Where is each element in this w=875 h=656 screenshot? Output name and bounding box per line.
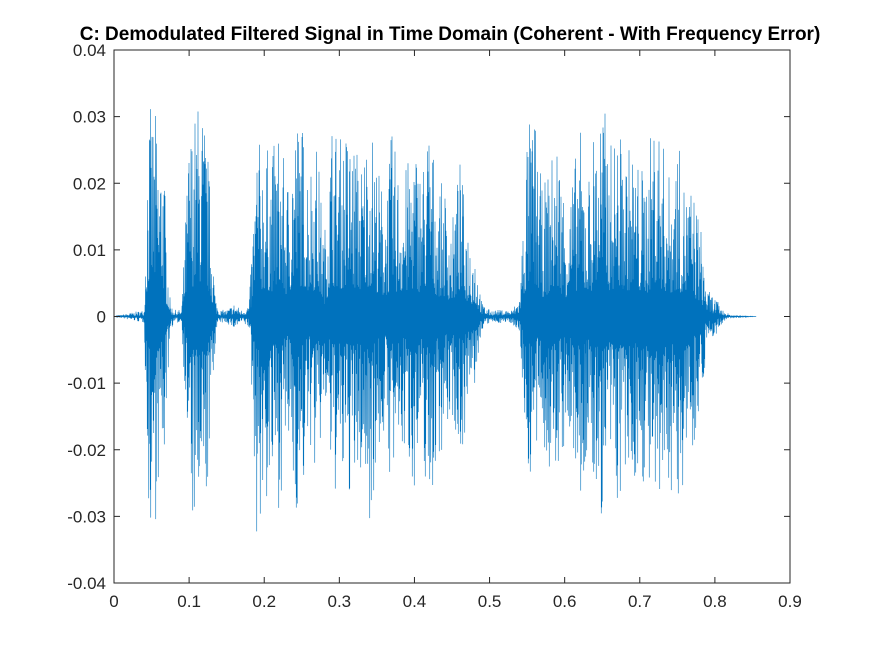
x-tick-label: 0.7 <box>628 592 652 611</box>
y-tick-label: 0.03 <box>73 108 106 127</box>
y-tick-label: -0.01 <box>67 374 106 393</box>
signal-line <box>114 109 757 532</box>
x-axis: 0 0.1 0.2 0.3 0.4 0.5 0.6 0.7 0.8 0.9 <box>109 50 802 611</box>
x-tick-label: 0.4 <box>403 592 427 611</box>
x-tick-label: 0.5 <box>478 592 502 611</box>
x-tick-label: 0.1 <box>177 592 201 611</box>
y-tick-label: -0.02 <box>67 441 106 460</box>
y-tick-label: 0.02 <box>73 174 106 193</box>
y-tick-label: 0.04 <box>73 41 106 60</box>
x-tick-label: 0.2 <box>252 592 276 611</box>
signal-trace <box>114 109 757 532</box>
x-tick-label: 0.9 <box>778 592 802 611</box>
y-tick-label: -0.04 <box>67 574 106 593</box>
y-axis: -0.04 -0.03 -0.02 -0.01 0 0.01 0.02 0.03 0.04 <box>67 41 790 593</box>
x-tick-label: 0.8 <box>703 592 727 611</box>
y-tick-label: -0.03 <box>67 507 106 526</box>
x-tick-label: 0.3 <box>328 592 352 611</box>
plot-area: 0 0.1 0.2 0.3 0.4 0.5 0.6 0.7 0.8 0.9 -0.04-0.03-… <box>67 41 802 611</box>
y-tick-label: 0.01 <box>73 241 106 260</box>
y-tick-label: 0 <box>97 308 106 327</box>
x-tick-label: 0.6 <box>553 592 577 611</box>
chart-title: C: Demodulated Filtered Signal in Time D… <box>80 24 821 45</box>
x-tick-label: 0 <box>109 592 118 611</box>
